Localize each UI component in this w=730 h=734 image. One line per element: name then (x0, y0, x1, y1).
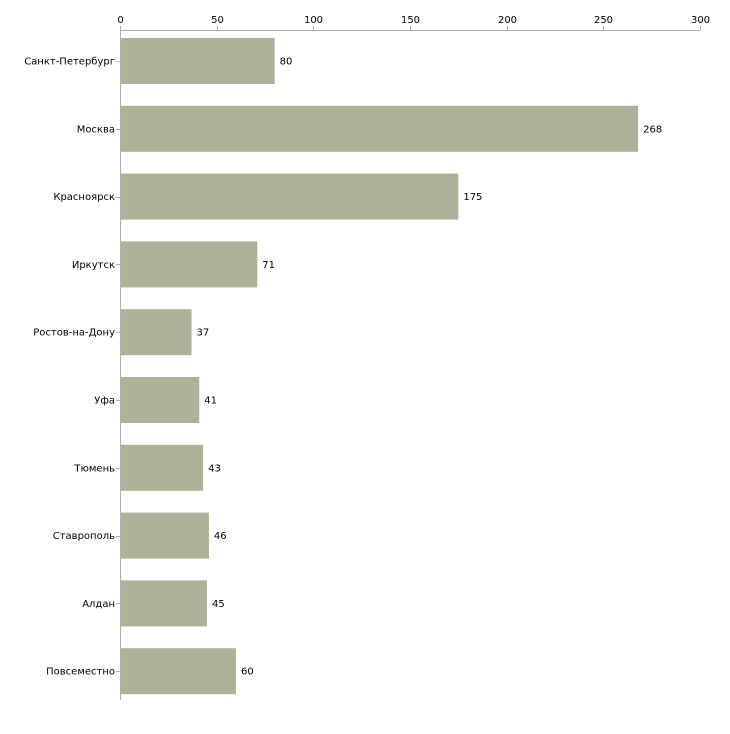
x-tick-label: 200 (498, 15, 517, 26)
value-label: 175 (463, 192, 482, 203)
x-tick-label: 150 (401, 15, 420, 26)
bar (121, 580, 207, 627)
bar (121, 105, 639, 152)
category-label: Повсеместно (46, 667, 115, 678)
category-label: Красноярск (53, 192, 115, 203)
category-label: Уфа (94, 396, 115, 407)
category-label: Ростов-на-Дону (33, 328, 115, 339)
bar (121, 241, 258, 288)
axes-layer: 0 50 100 150 200 250 300 (116, 15, 710, 700)
value-label: 43 (208, 463, 221, 474)
value-label: 71 (262, 260, 275, 271)
category-label: Иркутск (72, 260, 115, 271)
value-label: 45 (212, 599, 225, 610)
bar (121, 377, 200, 423)
x-tick-label: 50 (211, 15, 224, 26)
bar (121, 444, 204, 491)
bar (121, 38, 275, 84)
value-label: 268 (643, 124, 662, 135)
value-label: 46 (214, 531, 227, 542)
bar (121, 309, 192, 356)
x-tick-label: 250 (594, 15, 613, 26)
value-label: 60 (241, 667, 254, 678)
category-label: Москва (77, 124, 115, 135)
category-label: Ставрополь (53, 531, 115, 542)
category-label: Тюмень (73, 463, 115, 474)
x-tick-label: 0 (117, 15, 123, 26)
value-label: 37 (197, 328, 210, 339)
category-label: Алдан (82, 599, 115, 610)
x-tick-label: 300 (691, 15, 710, 26)
category-label: Санкт-Петербург (24, 57, 115, 68)
labels-layer: Санкт-Петербург 80 Москва 268 Красноярск 175 И… (24, 57, 662, 678)
bar (121, 512, 209, 559)
value-label: 41 (204, 396, 217, 407)
bar (121, 173, 459, 220)
value-label: 80 (280, 57, 293, 68)
x-tick-label: 100 (304, 15, 323, 26)
bar (121, 648, 236, 695)
bars-layer (121, 38, 639, 695)
